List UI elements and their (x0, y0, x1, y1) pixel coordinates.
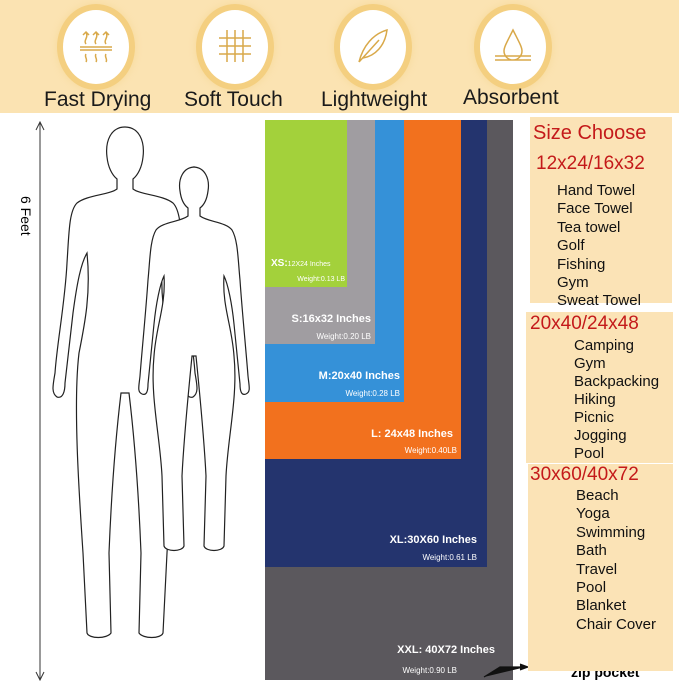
size-group-heading: 12x24/16x32 (536, 153, 645, 174)
use-item: Chair Cover (576, 615, 657, 633)
size-label-l: L: 24x48 Inches (371, 428, 453, 440)
size-label-xxl: XXL: 40X72 Inches (397, 644, 495, 656)
feature-label-fast-drying: Fast Drying (44, 88, 152, 111)
size-weight-xl: Weight:0.61 LB (422, 553, 477, 562)
size-choose-title: Size Choose (533, 122, 647, 144)
height-label: 6 Feet (18, 196, 34, 236)
size-group-small: Size Choose 12x24/16x32 Hand Towel Face … (530, 117, 672, 309)
size-label-xs: XS:12X24 Inches (271, 258, 330, 269)
use-item: Tea towel (557, 218, 621, 236)
size-weight-xs: Weight:0.13 LB (297, 276, 345, 283)
size-group-medium: 20x40/24x48 Camping Gym Backpacking Hiki… (526, 312, 673, 463)
size-weight-xxl: Weight:0.90 LB (402, 666, 457, 675)
human-silhouettes (52, 126, 250, 639)
use-item: Golf (557, 237, 585, 255)
water-drop-icon (474, 4, 552, 90)
features-banner: Fast Drying Soft Touch Lightweight Absor… (0, 0, 679, 113)
size-label-m: M:20x40 Inches (318, 370, 400, 382)
size-rect-xs: XS:12X24 Inches Weight:0.13 LB (265, 120, 347, 287)
use-item: Jogging (574, 427, 627, 444)
use-item: Yoga (576, 505, 610, 523)
size-label-xl: XL:30X60 Inches (389, 534, 477, 546)
size-group-heading: 30x60/40x72 (530, 464, 639, 485)
size-code-xs: XS: (271, 258, 288, 269)
use-item: Sweat Towel (557, 292, 641, 310)
use-item: Backpacking (574, 373, 660, 390)
zip-pocket-arrow (483, 663, 530, 678)
use-item: Travel (576, 560, 618, 578)
use-item: Bath (576, 542, 607, 560)
use-item: Hiking (574, 391, 616, 408)
size-weight-l: Weight:0.40LB (404, 446, 457, 455)
use-item: Pool (576, 579, 607, 597)
female-silhouette (138, 166, 250, 552)
size-dims-xs: 12X24 Inches (287, 261, 331, 268)
size-label-s: S:16x32 Inches (291, 313, 372, 325)
use-item: Gym (574, 355, 606, 372)
size-weight-s: Weight:0.20 LB (316, 332, 371, 341)
height-arrow (35, 120, 45, 682)
use-item: Picnic (574, 409, 615, 426)
use-item: Fishing (557, 255, 606, 273)
size-group-large: 30x60/40x72 Beach Yoga Swimming Bath Tra… (528, 464, 673, 671)
use-item: Camping (574, 337, 635, 354)
use-list: Beach Yoga Swimming Bath Travel Pool Bla… (576, 487, 656, 634)
use-item: Beach (576, 487, 619, 504)
heat-waves-icon (57, 4, 135, 90)
fabric-weave-icon (196, 4, 274, 90)
use-item: Gym (557, 274, 589, 292)
size-weight-m: Weight:0.28 LB (345, 389, 400, 398)
feather-icon (334, 4, 412, 90)
use-list: Camping Gym Backpacking Hiking Picnic Jo… (574, 337, 659, 463)
feature-label-soft-touch: Soft Touch (184, 88, 283, 111)
use-item: Pool (574, 445, 605, 462)
use-item: Swimming (576, 523, 646, 541)
feature-label-absorbent: Absorbent (463, 86, 559, 109)
use-item: Blanket (576, 597, 627, 615)
feature-label-lightweight: Lightweight (321, 88, 428, 111)
use-item: Hand Towel (557, 182, 636, 199)
use-item: Face Towel (557, 200, 633, 218)
size-group-heading: 20x40/24x48 (530, 313, 639, 334)
use-list: Hand Towel Face Towel Tea towel Golf Fis… (557, 182, 641, 311)
